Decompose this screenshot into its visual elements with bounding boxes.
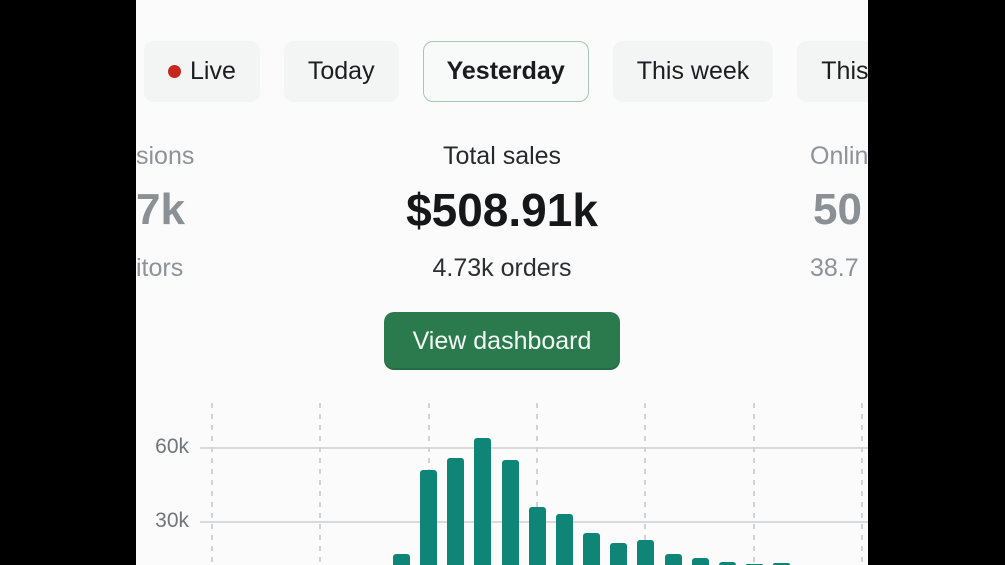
stat-subtext: itors [136,254,184,282]
stat-value: 50 [813,185,862,234]
stat-online-sessions-partial: Onlin 50 38.7 [810,142,868,282]
bar [528,506,546,565]
y-axis-tick-30k: 30k [155,509,189,532]
vertical-gridline [536,403,538,565]
stat-sessions-partial: sions 7k itors [136,142,336,282]
stat-value: $508.91k [406,184,598,236]
tab-label: Today [307,57,375,85]
dashboard-overview-card: Live Today Yesterday This week This sions 7k… [136,0,868,565]
bar [664,553,682,565]
vertical-gridline [319,403,321,565]
tab-label: Live [190,57,236,85]
sales-bar-chart: 60k 30k [136,395,868,565]
vertical-gridline [861,403,863,565]
bar [393,553,410,565]
y-axis-tick-60k: 60k [155,435,189,458]
stat-label: Onlin [810,142,868,170]
bar [420,469,438,565]
tab-live[interactable]: Live [144,41,260,102]
bar [773,563,791,565]
tab-label: This week [636,57,750,85]
gridline-60k [200,447,868,449]
tab-this-week[interactable]: This week [612,41,774,102]
letterbox-left [0,0,136,565]
tab-label: This [821,57,868,85]
stat-total-sales: Total sales $508.91k 4.73k orders [352,142,652,282]
live-dot-icon [168,65,181,78]
stat-subtext: 4.73k orders [432,254,572,282]
tab-yesterday[interactable]: Yesterday [422,41,589,102]
letterbox-right [868,0,1005,565]
stat-subtext: 38.7 [810,254,859,282]
bar [474,437,492,565]
stat-label: Total sales [442,142,562,170]
tab-bar: Live Today Yesterday This week This [136,41,868,102]
stat-value: 7k [136,185,185,234]
vertical-gridline [753,403,755,565]
bar [691,557,709,565]
bar [501,460,519,565]
bar [447,457,465,565]
stat-label: sions [136,142,195,170]
bar [555,514,573,565]
vertical-gridline [211,403,213,565]
tab-this[interactable]: This [797,41,868,102]
bar [583,532,601,565]
view-dashboard-button[interactable]: View dashboard [384,312,620,370]
bar [637,540,655,565]
vertical-gridline [644,403,646,565]
tab-today[interactable]: Today [283,41,399,102]
tab-label: Yesterday [446,57,565,85]
bar [718,561,736,565]
bar [610,542,628,565]
